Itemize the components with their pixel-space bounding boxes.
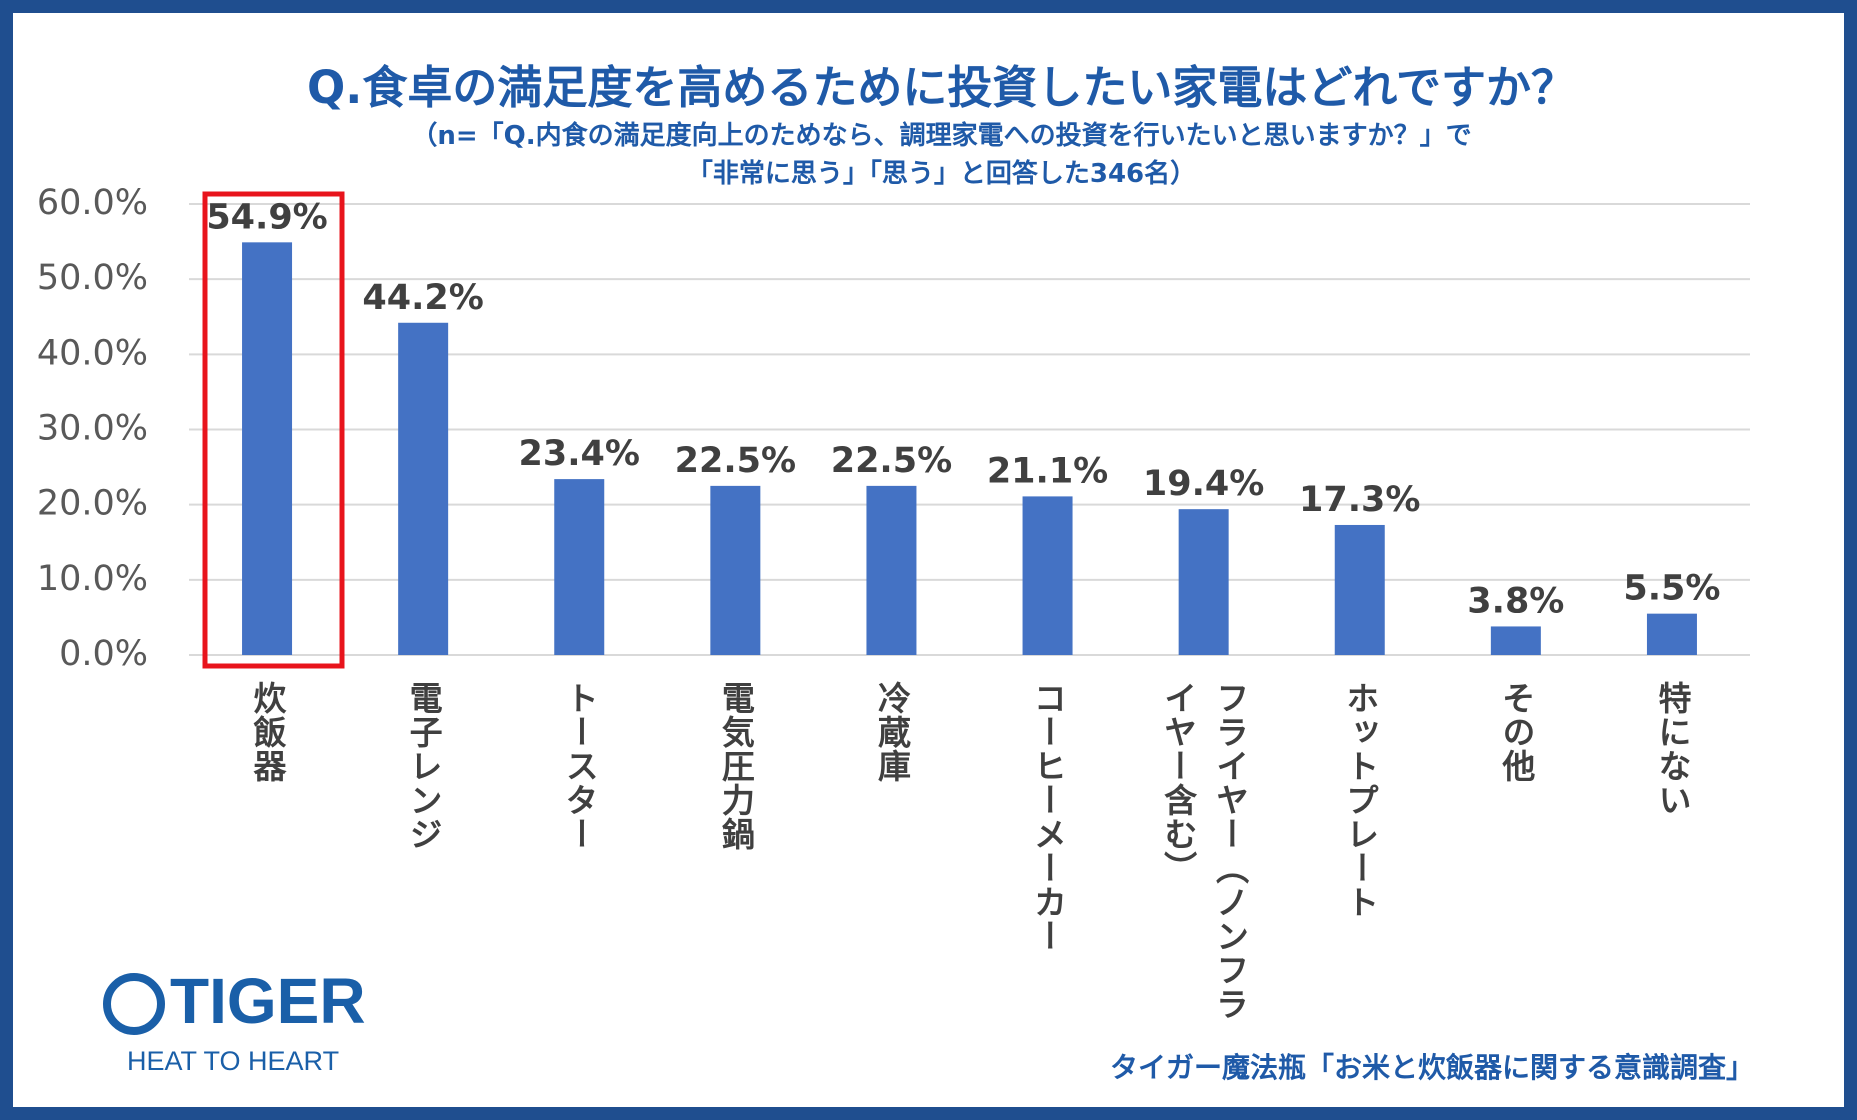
x-tick-label: 電子レンジ xyxy=(404,681,444,851)
y-tick-label: 60.0% xyxy=(37,183,148,223)
x-tick-label: 特にない xyxy=(1652,681,1692,817)
y-tick-label: 40.0% xyxy=(37,333,148,373)
value-label: 54.9% xyxy=(206,197,327,237)
value-label: 5.5% xyxy=(1623,569,1720,609)
highlight-box xyxy=(202,191,345,669)
y-tick-label: 50.0% xyxy=(37,258,148,298)
value-label: 17.3% xyxy=(1299,480,1420,520)
bar xyxy=(1334,524,1385,655)
chart-subtitle: 「非常に思う」「思う」と回答した346名） xyxy=(686,159,1197,189)
value-label: 21.1% xyxy=(987,451,1108,491)
y-tick-label: 0.0% xyxy=(59,634,148,674)
bar xyxy=(554,479,605,655)
bar xyxy=(710,485,761,655)
source-note: タイガー魔法瓶「お米と炊飯器に関する意識調査」 xyxy=(1110,1051,1754,1084)
logo-text: TIGER xyxy=(170,965,366,1037)
x-tick-label: 電気圧力鍋 xyxy=(716,681,756,851)
value-label: 23.4% xyxy=(519,434,640,474)
grid xyxy=(189,203,1750,656)
logo: TIGER HEAT TO HEART xyxy=(103,965,366,1076)
value-label: 44.2% xyxy=(362,278,483,318)
value-label: 19.4% xyxy=(1143,464,1264,504)
x-tick-label: コーヒーメーカー xyxy=(1028,681,1068,953)
bar xyxy=(242,242,293,655)
chart-title: Q.食卓の満足度を高めるために投資したい家電はどれですか？ xyxy=(306,61,1576,114)
value-label: 22.5% xyxy=(675,441,796,481)
bar xyxy=(398,322,449,655)
y-tick-label: 10.0% xyxy=(37,559,148,599)
x-tick-label: トースター xyxy=(560,681,600,851)
x-tick-label: 冷蔵庫 xyxy=(872,681,912,783)
bar xyxy=(1490,626,1541,655)
bar xyxy=(1022,496,1073,655)
bar xyxy=(1646,613,1697,655)
x-tick-label: ホットプレート xyxy=(1340,681,1380,919)
logo-icon xyxy=(103,973,165,1035)
x-tick-label: その他 xyxy=(1496,681,1536,783)
y-tick-label: 30.0% xyxy=(37,409,148,449)
logo-tagline: HEAT TO HEART xyxy=(127,1046,339,1076)
x-tick-label: 炊飯器 xyxy=(248,681,288,783)
bar xyxy=(1178,509,1229,655)
bar xyxy=(866,485,917,655)
y-tick-label: 20.0% xyxy=(37,484,148,524)
chart-subtitle: （n=「Q.内食の満足度向上のためなら、調理家電への投資を行いたいと思いますか？… xyxy=(411,121,1472,151)
value-label: 3.8% xyxy=(1467,581,1564,621)
value-label: 22.5% xyxy=(831,441,952,481)
x-tick-label: フライヤー（ノンフライヤー含む） xyxy=(1158,681,1250,1021)
